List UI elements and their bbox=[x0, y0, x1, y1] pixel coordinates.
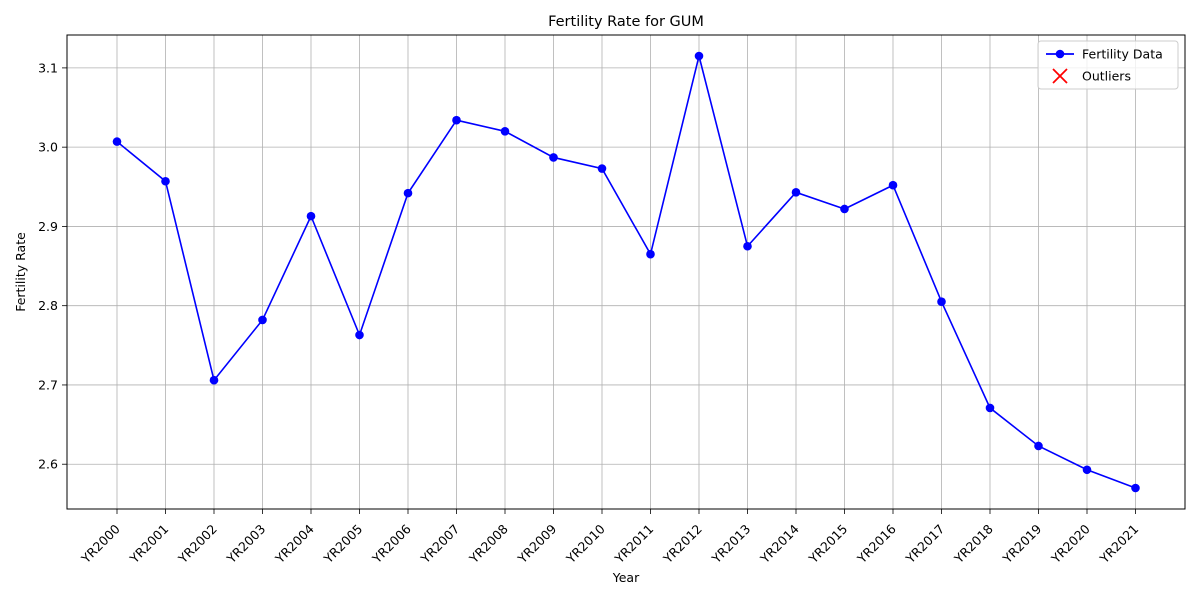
series-group bbox=[112, 51, 1140, 493]
x-tick-label: YR2010 bbox=[563, 521, 608, 566]
legend-marker-swatch bbox=[1055, 49, 1065, 59]
y-tick-label: 2.8 bbox=[38, 298, 58, 313]
data-point bbox=[161, 176, 170, 186]
x-tick-label: YR2016 bbox=[854, 521, 899, 566]
x-tick-label: YR2015 bbox=[805, 521, 850, 566]
x-tick-label: YR2000 bbox=[78, 521, 123, 566]
legend-box bbox=[1037, 40, 1179, 90]
data-point bbox=[209, 375, 219, 385]
data-point bbox=[646, 249, 655, 259]
data-point bbox=[452, 115, 461, 125]
x-tick-label: YR2014 bbox=[757, 521, 802, 566]
y-tick-label: 3.0 bbox=[38, 140, 58, 155]
y-tick-label: 2.7 bbox=[38, 377, 58, 392]
x-tick-label: YR2018 bbox=[951, 521, 996, 566]
legend-label-outliers: Outliers bbox=[1082, 69, 1131, 84]
data-point bbox=[694, 51, 704, 61]
x-tick-label: YR2017 bbox=[902, 521, 947, 566]
data-point bbox=[258, 315, 267, 325]
x-tick-label: YR2019 bbox=[999, 521, 1044, 566]
data-point bbox=[500, 127, 510, 136]
x-tick-label: YR2020 bbox=[1048, 521, 1093, 566]
series-line-fertility-data bbox=[116, 55, 1136, 489]
data-point bbox=[743, 241, 752, 251]
x-tick-label: YR2002 bbox=[175, 521, 220, 566]
x-tick-label: YR2004 bbox=[272, 521, 317, 566]
data-point bbox=[549, 153, 558, 162]
x-tick-label: YR2021 bbox=[1096, 521, 1141, 566]
x-tick-label: YR2011 bbox=[611, 521, 656, 566]
data-point bbox=[1082, 465, 1092, 475]
x-tick-label: YR2001 bbox=[126, 521, 171, 566]
legend-label-fertility-data: Fertility Data bbox=[1082, 47, 1163, 62]
y-axis-label: Fertility Rate bbox=[13, 232, 28, 312]
plot-frame bbox=[66, 34, 1186, 510]
x-tick-label: YR2012 bbox=[660, 521, 705, 566]
data-point bbox=[840, 204, 849, 214]
x-axis-ticks: YR2000 YR2001 YR2002 YR2003 YR2004 YR2005 YR20… bbox=[78, 509, 1141, 567]
legend-outlier-x-icon bbox=[1052, 68, 1068, 84]
x-tick-label: YR2006 bbox=[369, 521, 414, 566]
data-point bbox=[306, 211, 316, 221]
data-point bbox=[937, 297, 946, 307]
data-point bbox=[1034, 441, 1043, 451]
data-point bbox=[985, 403, 995, 413]
y-axis-ticks: 2.6 2.7 2.8 2.9 3.0 3.1 bbox=[38, 60, 67, 472]
grid bbox=[67, 35, 1185, 509]
data-point bbox=[403, 188, 413, 198]
legend: Fertility Data Outliers bbox=[1037, 40, 1179, 90]
y-tick-label: 2.6 bbox=[38, 457, 58, 472]
chart-title: Fertility Rate for GUM bbox=[548, 14, 704, 30]
x-tick-label: YR2007 bbox=[417, 521, 462, 566]
x-tick-label: YR2013 bbox=[708, 521, 753, 566]
data-point bbox=[597, 164, 607, 173]
data-point bbox=[1131, 483, 1140, 493]
x-tick-label: YR2008 bbox=[466, 521, 511, 566]
y-tick-label: 2.9 bbox=[38, 219, 58, 234]
y-tick-label: 3.1 bbox=[38, 60, 58, 75]
data-point bbox=[112, 137, 122, 146]
x-tick-label: YR2009 bbox=[514, 521, 559, 566]
data-point bbox=[888, 180, 898, 190]
data-point bbox=[791, 188, 801, 197]
x-axis-label: Year bbox=[612, 570, 640, 585]
x-tick-label: YR2005 bbox=[320, 521, 365, 566]
x-tick-label: YR2003 bbox=[223, 521, 268, 566]
data-point bbox=[355, 330, 364, 340]
